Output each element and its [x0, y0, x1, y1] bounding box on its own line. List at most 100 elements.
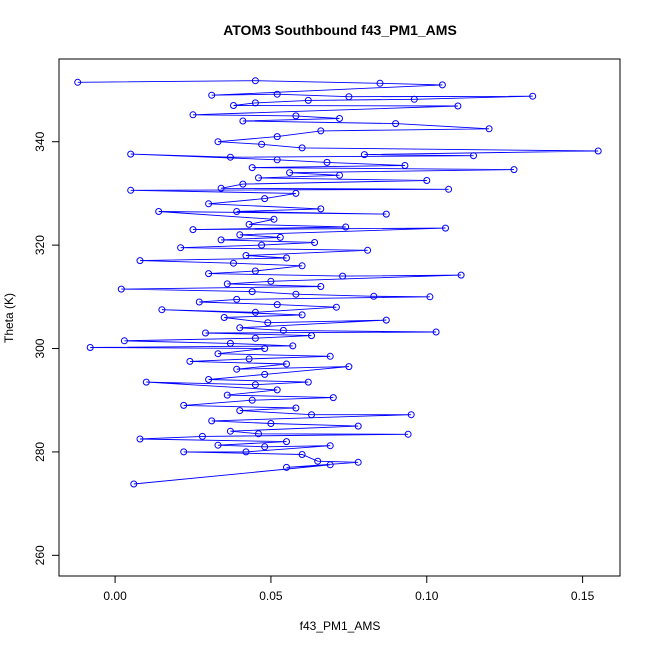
data-point [276, 233, 284, 241]
data-point [267, 420, 275, 427]
data-point [332, 303, 340, 311]
data-point [251, 77, 259, 85]
data-point [382, 316, 390, 324]
data-point [223, 391, 231, 399]
y-axis-label: Theta (K) [2, 293, 16, 343]
data-point [226, 153, 234, 161]
data-point [217, 236, 225, 244]
data-point [370, 292, 378, 300]
data-layer [74, 77, 602, 488]
x-axis: 0.00 0.05 0.10 0.15 [103, 576, 595, 603]
data-point [454, 102, 462, 110]
data-point [273, 301, 281, 309]
data-point [251, 381, 259, 389]
data-point [404, 430, 412, 438]
data-point [230, 102, 237, 109]
data-point [136, 257, 144, 265]
data-point [180, 401, 188, 409]
data-point [283, 360, 290, 368]
data-point [208, 417, 216, 425]
data-point [298, 144, 306, 152]
data-point [317, 127, 325, 135]
data-point [217, 184, 225, 192]
data-point [304, 96, 312, 104]
data-point [239, 180, 247, 188]
data-point [273, 156, 281, 164]
data-point [248, 164, 256, 172]
data-point [304, 378, 312, 386]
data-point [242, 448, 250, 456]
data-point [485, 125, 493, 133]
y-tick-label: 300 [33, 338, 47, 358]
data-point [392, 120, 400, 128]
data-point [233, 208, 241, 215]
data-point [242, 252, 250, 259]
data-point [382, 210, 390, 218]
data-point [239, 117, 247, 125]
data-point [345, 363, 353, 371]
data-point [251, 267, 259, 275]
data-point [336, 115, 343, 122]
data-point [292, 189, 300, 197]
data-point [283, 463, 290, 471]
data-point [298, 451, 306, 458]
data-point [236, 407, 244, 415]
data-point [336, 171, 343, 179]
data-point [326, 352, 334, 360]
data-point [136, 435, 144, 443]
data-point [283, 254, 290, 262]
data-point [339, 272, 347, 280]
data-point [189, 226, 197, 234]
data-point [283, 438, 290, 446]
data-point [432, 328, 440, 336]
data-point [292, 290, 300, 298]
data-point [401, 162, 409, 169]
data-point [208, 91, 216, 99]
data-point [438, 81, 446, 89]
data-point [354, 458, 362, 466]
data-point [308, 332, 315, 340]
data-point [270, 215, 278, 223]
data-point [226, 339, 234, 347]
y-tick-label: 340 [33, 131, 47, 151]
data-point [292, 404, 300, 412]
data-point [286, 169, 294, 177]
data-point [317, 205, 325, 213]
y-tick-label: 260 [33, 545, 47, 565]
x-tick-label: 0.15 [571, 589, 595, 603]
plot-frame [58, 58, 621, 577]
data-point [279, 326, 287, 334]
data-point [195, 298, 203, 306]
data-point [177, 244, 185, 252]
data-point [117, 285, 125, 293]
data-point [245, 220, 253, 228]
data-point [220, 314, 228, 321]
data-point [376, 79, 384, 87]
data-point [155, 208, 163, 215]
data-point [189, 111, 197, 119]
data-point [142, 378, 150, 386]
data-point [360, 151, 368, 159]
data-point [314, 457, 322, 465]
data-point [158, 306, 166, 314]
data-point [248, 396, 256, 404]
data-point [251, 99, 259, 107]
data-point [273, 386, 281, 394]
data-point [236, 231, 244, 239]
data-point [529, 92, 537, 100]
data-point [594, 147, 602, 155]
data-point [442, 224, 449, 232]
data-point [261, 345, 269, 352]
data-point [214, 138, 222, 146]
x-tick-label: 0.05 [259, 589, 283, 603]
data-point [226, 427, 234, 435]
y-tick-label: 320 [33, 235, 47, 255]
x-tick-label: 0.00 [103, 589, 127, 603]
data-point [326, 461, 334, 469]
chart-title: ATOM3 Southbound f43_PM1_AMS [223, 22, 457, 38]
data-point [261, 370, 269, 378]
x-tick-label: 0.10 [415, 589, 439, 603]
data-point [233, 295, 241, 303]
data-point [248, 288, 256, 296]
